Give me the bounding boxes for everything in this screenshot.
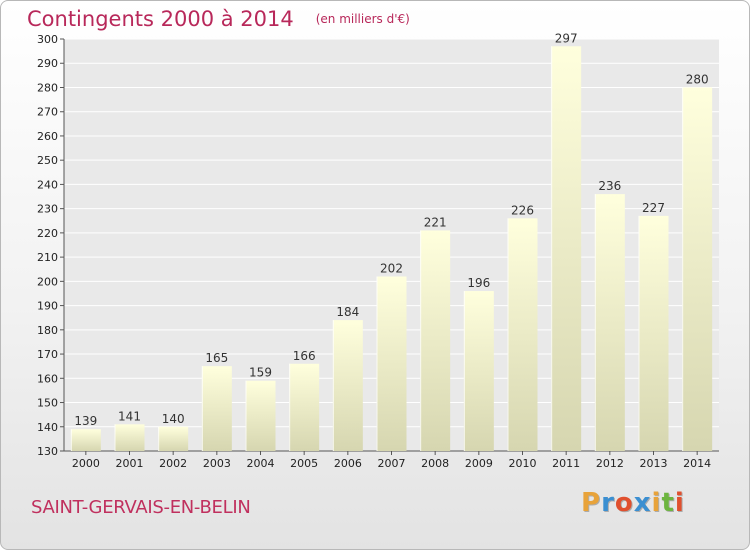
y-tick-label: 270: [37, 106, 58, 119]
bar: [201, 366, 232, 451]
y-tick-label: 170: [37, 348, 58, 361]
logo-letter: i: [651, 488, 662, 518]
bar: [332, 320, 363, 451]
x-tick-label: 2000: [72, 457, 100, 470]
y-tick-label: 190: [37, 300, 58, 313]
chart-subtitle: (en milliers d'€): [315, 12, 410, 26]
bar-value-label: 196: [467, 276, 490, 290]
bar-value-label: 297: [555, 31, 578, 45]
y-tick-label: 290: [37, 57, 58, 70]
logo-letter: x: [633, 488, 652, 518]
x-tick-label: 2008: [421, 457, 449, 470]
bar-value-label: 140: [162, 412, 185, 426]
commune-name: SAINT-GERVAIS-EN-BELIN: [31, 497, 251, 518]
bar-value-label: 202: [380, 262, 403, 276]
bar-value-label: 159: [249, 366, 272, 380]
bar: [114, 424, 145, 451]
bar-value-label: 166: [293, 349, 316, 363]
bar: [158, 426, 189, 451]
y-tick-label: 150: [37, 397, 58, 410]
x-tick-label: 2007: [378, 457, 406, 470]
bar: [463, 291, 494, 451]
y-tick-label: 260: [37, 130, 58, 143]
y-tick-label: 140: [37, 421, 58, 434]
bar-value-label: 236: [598, 179, 621, 193]
bar-value-label: 139: [74, 414, 97, 428]
x-tick-label: 2010: [509, 457, 537, 470]
x-tick-label: 2006: [334, 457, 362, 470]
bar: [376, 276, 407, 451]
bar-value-label: 280: [686, 72, 709, 86]
proxiti-logo: Proxiti: [581, 488, 685, 518]
x-tick-label: 2002: [159, 457, 187, 470]
x-tick-label: 2005: [290, 457, 318, 470]
logo-letter: o: [614, 488, 634, 518]
bar-value-label: 221: [424, 215, 447, 229]
y-tick-label: 280: [37, 81, 58, 94]
bar: [682, 87, 713, 452]
x-tick-label: 2003: [203, 457, 231, 470]
bar: [594, 194, 625, 451]
x-tick-label: 2001: [116, 457, 144, 470]
logo-letter: t: [661, 488, 675, 518]
y-tick-label: 210: [37, 251, 58, 264]
bar: [507, 218, 538, 451]
bar: [551, 46, 582, 451]
bar: [70, 429, 101, 451]
logo-letter: r: [601, 488, 615, 518]
chart-title: Contingents 2000 à 2014: [27, 7, 294, 31]
y-tick-label: 200: [37, 275, 58, 288]
x-tick-label: 2009: [465, 457, 493, 470]
bar: [638, 215, 669, 451]
y-tick-label: 130: [37, 445, 58, 458]
x-tick-label: 2014: [683, 457, 711, 470]
bar-value-label: 184: [336, 305, 359, 319]
y-tick-label: 220: [37, 227, 58, 240]
y-tick-label: 230: [37, 203, 58, 216]
logo-letter: i: [674, 488, 685, 518]
y-tick-label: 160: [37, 372, 58, 385]
y-tick-label: 300: [37, 33, 58, 46]
x-tick-label: 2012: [596, 457, 624, 470]
bar-value-label: 165: [205, 351, 228, 365]
y-tick-label: 240: [37, 178, 58, 191]
bar-value-label: 227: [642, 201, 665, 215]
bar-value-label: 141: [118, 409, 141, 423]
x-tick-label: 2013: [640, 457, 668, 470]
y-tick-label: 180: [37, 324, 58, 337]
bar: [420, 230, 451, 451]
bar: [289, 363, 320, 451]
x-tick-label: 2004: [247, 457, 275, 470]
title-row: Contingents 2000 à 2014 (en milliers d'€…: [27, 7, 410, 31]
x-tick-label: 2011: [552, 457, 580, 470]
bar: [245, 380, 276, 451]
logo-letter: P: [581, 488, 602, 518]
bar-value-label: 226: [511, 203, 534, 217]
y-tick-label: 250: [37, 154, 58, 167]
